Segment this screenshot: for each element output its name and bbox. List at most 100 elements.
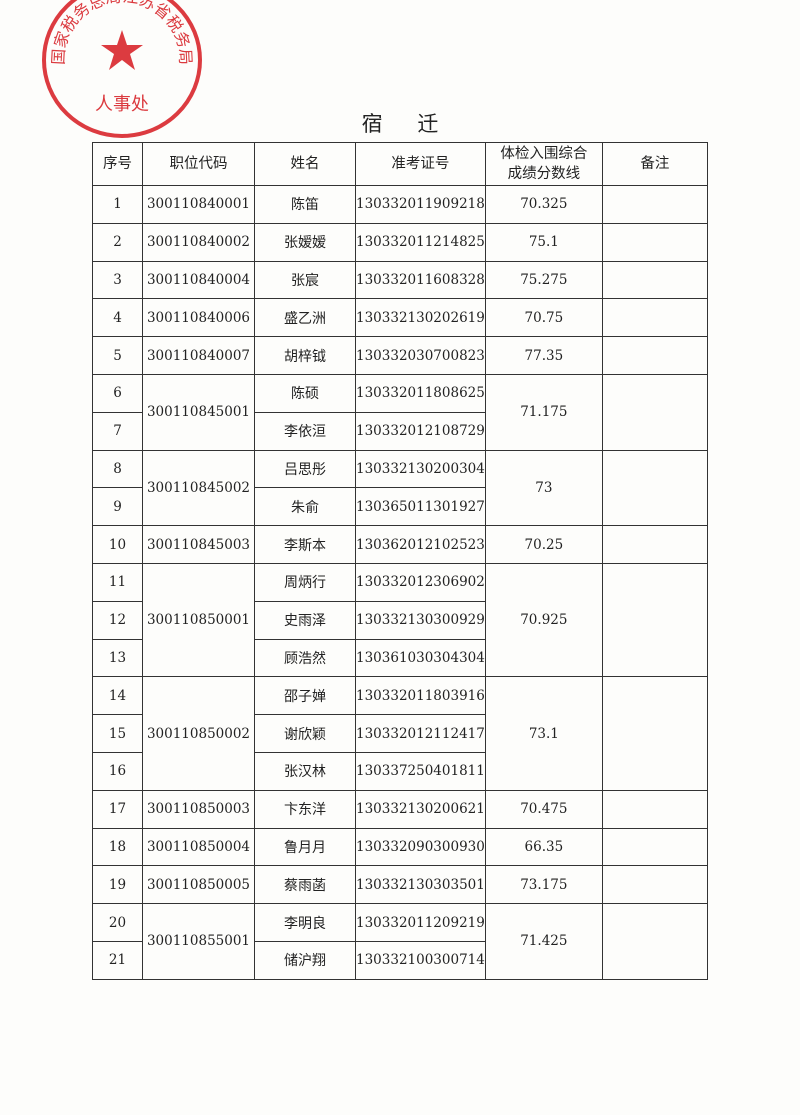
position-code: 300110850001 (142, 562, 255, 678)
row-number: 9 (92, 487, 143, 527)
table-row: 5 300110840007 胡梓钺 130332030700823 77.35 (92, 336, 708, 375)
remarks (601, 525, 708, 564)
row-number: 17 (92, 789, 143, 829)
row-number: 18 (92, 827, 143, 867)
remarks (601, 676, 708, 791)
table-row: 7 李依洹 130332012108729 (92, 411, 708, 451)
score-line: 70.25 (484, 525, 603, 564)
position-code: 300110850003 (142, 789, 255, 829)
candidate-name: 张宸 (254, 260, 356, 300)
header-name: 姓名 (254, 142, 356, 186)
row-number: 19 (92, 865, 143, 905)
candidate-name: 李明良 (254, 903, 356, 942)
table-row: 11 300110850001 周炳行 130332012306902 70.925 (92, 562, 708, 678)
score-line: 77.35 (484, 336, 603, 375)
table-row: 21 储沪翔 130332100300714 (92, 940, 708, 980)
remarks (601, 185, 708, 224)
score-line: 70.475 (484, 789, 603, 829)
candidate-name: 陈硕 (254, 373, 356, 413)
score-line: 75.1 (484, 222, 603, 262)
exam-id: 130332011909218 (355, 185, 486, 224)
row-number: 1 (92, 185, 143, 224)
row-number: 5 (92, 336, 143, 375)
star-icon (101, 30, 143, 70)
exam-id: 130332100300714 (355, 940, 486, 980)
candidate-name: 邵子婵 (254, 676, 356, 716)
score-line: 73 (484, 449, 603, 527)
exam-id: 130362012102523 (355, 525, 486, 564)
score-line: 73.175 (484, 865, 603, 905)
position-code: 300110840002 (142, 222, 255, 262)
score-line: 70.325 (484, 185, 603, 224)
candidate-name: 吕思彤 (254, 449, 356, 489)
row-number: 13 (92, 638, 143, 678)
header-no: 序号 (92, 142, 143, 186)
position-code: 300110845001 (142, 373, 255, 451)
table-row: 15 谢欣颖 130332012112417 (92, 714, 708, 753)
exam-id: 130332012108729 (355, 411, 486, 451)
remarks (601, 562, 708, 678)
exam-id: 130332011808625 (355, 373, 486, 413)
remarks (601, 903, 708, 980)
row-number: 11 (92, 562, 143, 602)
remarks (601, 789, 708, 829)
table-row: 4 300110840006 盛乙洲 130332130202619 70.75 (92, 298, 708, 338)
exam-id: 130332030700823 (355, 336, 486, 375)
exam-id: 130337250401811 (355, 751, 486, 791)
exam-id: 130332130303501 (355, 865, 486, 905)
table-row: 1 300110840001 陈笛 130332011909218 70.325 (92, 185, 708, 224)
table-row: 8 300110845002 吕思彤 130332130200304 73 (92, 449, 708, 527)
score-line: 75.275 (484, 260, 603, 300)
row-number: 7 (92, 411, 143, 451)
position-code: 300110845003 (142, 525, 255, 564)
table-row: 18 300110850004 鲁月月 130332090300930 66.35 (92, 827, 708, 867)
header-position-code: 职位代码 (142, 142, 255, 186)
row-number: 12 (92, 600, 143, 640)
row-number: 8 (92, 449, 143, 489)
table-row: 9 朱俞 130365011301927 (92, 487, 708, 527)
row-number: 16 (92, 751, 143, 791)
score-line: 66.35 (484, 827, 603, 867)
row-number: 6 (92, 373, 143, 413)
exam-id: 130332012306902 (355, 562, 486, 602)
row-number: 2 (92, 222, 143, 262)
remarks (601, 865, 708, 905)
position-code: 300110850004 (142, 827, 255, 867)
candidate-name: 储沪翔 (254, 940, 356, 980)
exam-id: 130332011214825 (355, 222, 486, 262)
candidate-name: 谢欣颖 (254, 714, 356, 753)
table-row: 12 史雨泽 130332130300929 (92, 600, 708, 640)
position-code: 300110855001 (142, 903, 255, 980)
exam-id: 130365011301927 (355, 487, 486, 527)
position-code: 300110840007 (142, 336, 255, 375)
row-number: 21 (92, 940, 143, 980)
remarks (601, 222, 708, 262)
exam-id: 130361030304304 (355, 638, 486, 678)
results-table: 序号 职位代码 姓名 准考证号 体检入围综合成绩分数线 备注 1 30011084… (92, 142, 708, 980)
table-row: 10 300110845003 李斯本 130362012102523 70.25 (92, 525, 708, 564)
row-number: 15 (92, 714, 143, 753)
candidate-name: 李依洹 (254, 411, 356, 451)
position-code: 300110840004 (142, 260, 255, 300)
row-number: 10 (92, 525, 143, 564)
remarks (601, 298, 708, 338)
exam-id: 130332090300930 (355, 827, 486, 867)
candidate-name: 胡梓钺 (254, 336, 356, 375)
position-code: 300110850005 (142, 865, 255, 905)
exam-id: 130332130200621 (355, 789, 486, 829)
candidate-name: 张嫒嫒 (254, 222, 356, 262)
position-code: 300110840006 (142, 298, 255, 338)
header-exam-id: 准考证号 (355, 142, 486, 186)
candidate-name: 鲁月月 (254, 827, 356, 867)
table-row: 3 300110840004 张宸 130332011608328 75.275 (92, 260, 708, 300)
candidate-name: 朱俞 (254, 487, 356, 527)
exam-id: 130332011803916 (355, 676, 486, 716)
position-code: 300110850002 (142, 676, 255, 791)
candidate-name: 周炳行 (254, 562, 356, 602)
position-code: 300110845002 (142, 449, 255, 527)
exam-id: 130332012112417 (355, 714, 486, 753)
header-score-line-text: 体检入围综合成绩分数线 (500, 146, 588, 182)
row-number: 3 (92, 260, 143, 300)
score-line: 70.925 (484, 562, 603, 678)
header-remarks: 备注 (601, 142, 708, 186)
